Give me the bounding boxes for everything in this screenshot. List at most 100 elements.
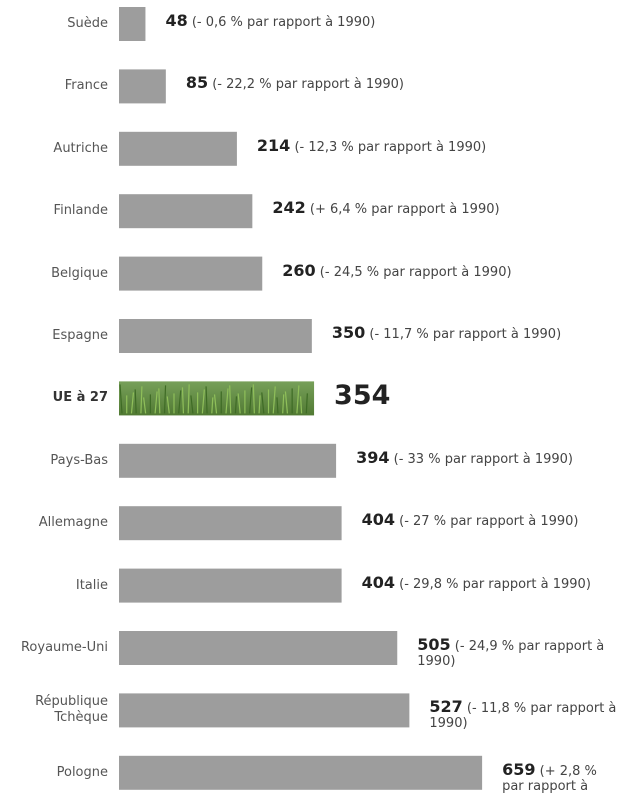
value-number: 394	[356, 449, 390, 467]
value-note: (- 11,7 % par rapport à 1990)	[369, 327, 562, 342]
value-note: (- 11,8 % par rapport à 1990)	[429, 701, 617, 732]
category-label: Belgique	[51, 265, 108, 281]
value-number: 404	[361, 574, 395, 592]
value-note: (- 22,2 % par rapport à 1990)	[212, 77, 404, 93]
bar	[119, 194, 253, 229]
value-number: 659	[502, 761, 536, 779]
category-text: Royaume-Uni	[20, 640, 108, 655]
value-label: 404 (- 29,8 % par rapport à 1990)	[362, 575, 622, 592]
value-number: 260	[282, 262, 316, 280]
category-text: Pologne	[56, 764, 108, 780]
value-number: 350	[331, 325, 366, 342]
value-label-box: 394 (- 33 % par rapport à 1990)	[356, 450, 622, 467]
bar	[119, 755, 483, 790]
category-label: Espagne	[52, 328, 108, 343]
bar	[119, 693, 410, 728]
category-label: Allemagne	[38, 515, 108, 531]
grass-blade	[282, 394, 285, 414]
value-number: 48	[165, 13, 188, 30]
value-label-box: 659 (+ 2,8 % par rapport à 1990)	[502, 762, 622, 794]
value-label: 214 (- 12,3 % par rapport à 1990)	[257, 138, 622, 155]
category-label: Italie	[75, 577, 108, 593]
category-text: Espagne	[52, 328, 108, 343]
value-label-box: 350 (- 11,7 % par rapport à 1990)	[332, 325, 622, 342]
value-label-box: 242 (+ 6,4 % par rapport à 1990)	[272, 200, 622, 217]
category-label: Finlande	[53, 203, 108, 219]
value-number: 242	[272, 200, 306, 218]
value-note: (+ 2,8 % par rapport à 1990)	[502, 763, 597, 794]
grass-blade	[237, 393, 241, 414]
grass-blade	[119, 384, 123, 414]
grass-blade	[211, 397, 214, 414]
grass-blade	[225, 388, 229, 414]
category-text: Belgique	[51, 265, 108, 281]
value-label: 350 (- 11,7 % par rapport à 1990)	[332, 325, 622, 342]
grass-blade	[249, 387, 253, 414]
grass-blade	[276, 397, 279, 414]
value-label: 527 (- 11,8 % par rapport à 1990)	[429, 699, 617, 732]
value-number: 354	[334, 380, 391, 412]
value-note: (- 0,6 % par rapport à 1990)	[191, 15, 376, 30]
value-note: (- 33 % par rapport à 1990)	[393, 451, 573, 467]
grass-blade	[181, 387, 185, 414]
value-label-box: 260 (- 24,5 % par rapport à 1990)	[282, 263, 622, 280]
bar	[119, 131, 237, 166]
category-text: Italie	[75, 577, 108, 593]
grass-blade	[261, 392, 265, 414]
category-label: Pays-Bas	[50, 452, 108, 468]
grass-blade	[140, 386, 143, 414]
category-label: Autriche	[53, 141, 108, 156]
category-text: République Tchèque	[35, 694, 108, 726]
grass-blade	[305, 393, 308, 414]
category-text: UE à 27	[52, 390, 108, 406]
value-number: 505	[417, 637, 451, 654]
value-label-box: 354	[334, 380, 622, 411]
grass-blade	[166, 396, 170, 414]
value-number: 85	[185, 75, 209, 93]
grass-blade	[190, 395, 194, 414]
bar	[119, 256, 263, 291]
category-text: Pays-Bas	[50, 452, 108, 468]
bar	[119, 631, 398, 665]
value-label: 659 (+ 2,8 % par rapport à 1990)	[502, 762, 622, 794]
grass-blade	[229, 385, 232, 414]
grass-blade	[154, 391, 158, 414]
grass-blade	[272, 386, 276, 414]
grass-blade	[252, 384, 255, 414]
bar	[119, 568, 342, 603]
value-label: 260 (- 24,5 % par rapport à 1990)	[282, 263, 622, 280]
category-label: Suède	[67, 16, 108, 31]
grass-blade	[130, 392, 135, 414]
grass-blade	[201, 389, 205, 414]
grass-blade	[158, 388, 161, 414]
bar	[119, 506, 342, 541]
value-note: (- 29,8 % par rapport à 1990)	[399, 576, 591, 592]
value-label-box: 85 (- 22,2 % par rapport à 1990)	[186, 75, 622, 92]
bar	[119, 319, 312, 353]
category-text: Allemagne	[38, 515, 108, 531]
grass-blade	[134, 389, 137, 414]
grass-blade	[300, 396, 303, 414]
grass-blade	[296, 385, 300, 414]
bar	[119, 7, 146, 41]
category-label: Pologne	[56, 764, 108, 780]
value-label: 394 (- 33 % par rapport à 1990)	[356, 450, 622, 467]
bar	[119, 69, 166, 104]
value-label-box: 404 (- 27 % par rapport à 1990)	[362, 512, 622, 529]
grass-blade	[284, 391, 289, 414]
value-note: (- 24,9 % par rapport à 1990)	[417, 639, 605, 669]
value-label-box: 214 (- 12,3 % par rapport à 1990)	[257, 138, 622, 155]
value-note: (- 12,3 % par rapport à 1990)	[294, 139, 487, 155]
value-label: 404 (- 27 % par rapport à 1990)	[362, 512, 622, 529]
value-number: 527	[429, 699, 463, 717]
value-label-box: 404 (- 29,8 % par rapport à 1990)	[362, 575, 622, 592]
grass-blade	[205, 386, 208, 414]
category-text: Finlande	[53, 203, 108, 219]
category-label: Royaume-Uni	[20, 640, 108, 655]
category-text: Suède	[67, 16, 108, 31]
category-label: UE à 27	[52, 390, 108, 406]
value-label: 242 (+ 6,4 % par rapport à 1990)	[272, 200, 622, 217]
category-text: France	[64, 78, 108, 94]
value-label-box: 505 (- 24,9 % par rapport à 1990)	[417, 637, 622, 669]
